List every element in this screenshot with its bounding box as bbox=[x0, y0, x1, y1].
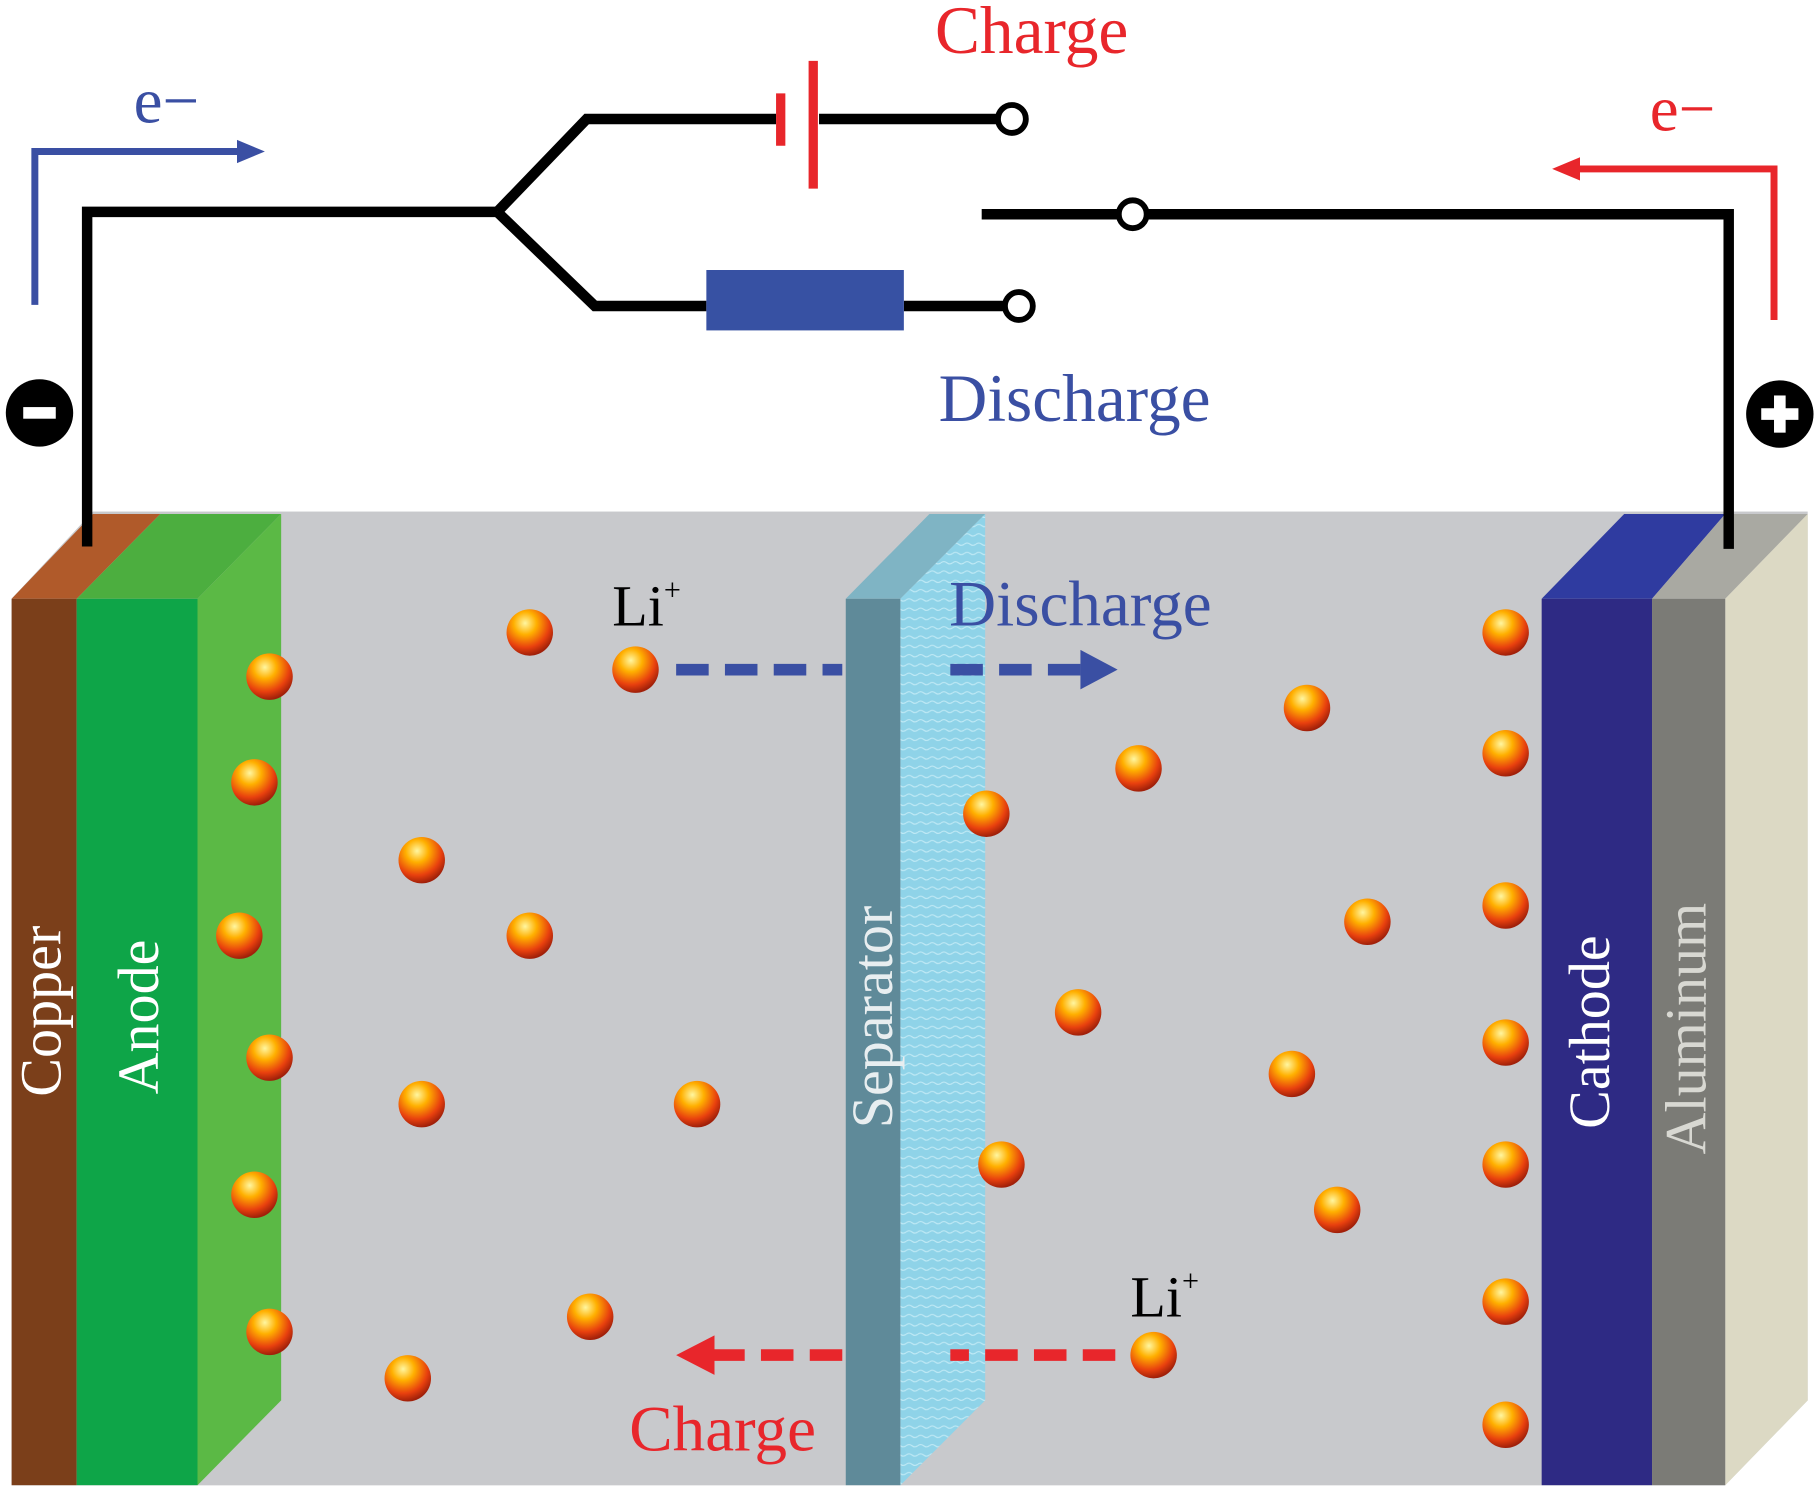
battery-cell bbox=[11, 511, 1808, 1486]
separator-label: Separator bbox=[840, 906, 905, 1129]
plus-circle-icon bbox=[1746, 380, 1814, 448]
aluminum-top bbox=[1652, 513, 1808, 599]
wire-cathode bbox=[1145, 209, 1734, 549]
lithium-ion-sphere bbox=[612, 646, 659, 693]
electron-flow-charge-arrow bbox=[1552, 157, 1778, 320]
wire-anode bbox=[81, 206, 498, 547]
lithium-ion-sphere bbox=[398, 836, 445, 884]
lithium-ion-sphere bbox=[1268, 1050, 1316, 1098]
switch-contacts bbox=[995, 102, 1150, 323]
lithium-ion-sphere bbox=[1482, 609, 1529, 656]
lithium-ion-sphere bbox=[1482, 882, 1529, 929]
lithium-ion-sphere bbox=[506, 609, 553, 656]
cathode-top bbox=[1541, 513, 1726, 599]
ion-charge-arrowhead bbox=[676, 1335, 715, 1375]
lithium-ion-sphere bbox=[1130, 1331, 1177, 1379]
aluminum-side bbox=[1725, 513, 1808, 1486]
lithium-ion-sphere bbox=[231, 1171, 278, 1218]
electron-right-label: e− bbox=[1650, 74, 1716, 146]
aluminum-layer bbox=[1652, 598, 1726, 1486]
separator-side bbox=[900, 513, 986, 1486]
charge-circuit-label: Charge bbox=[935, 0, 1128, 68]
wire-discharge-branch bbox=[493, 208, 707, 312]
lithium-ion-sphere bbox=[246, 1034, 293, 1081]
resistor-load bbox=[706, 270, 904, 331]
discharge-ion-label: Discharge bbox=[949, 569, 1212, 641]
lithium-ion-sphere bbox=[216, 912, 263, 959]
lithium-ion-sphere bbox=[1482, 1141, 1529, 1188]
lithium-ion-sphere bbox=[1054, 989, 1102, 1036]
aluminum-label: Aluminum bbox=[1653, 903, 1718, 1155]
cathode-label: Cathode bbox=[1557, 935, 1622, 1129]
lithium-ion-sphere bbox=[1313, 1186, 1361, 1234]
battery-symbol bbox=[776, 60, 818, 189]
lithium-ion-sphere bbox=[384, 1355, 432, 1402]
external-circuit bbox=[81, 113, 1734, 549]
lithium-ion-sphere bbox=[1482, 1019, 1529, 1066]
lithium-ion-sphere bbox=[398, 1080, 445, 1128]
separator-layer bbox=[845, 598, 901, 1486]
lithium-ion-sphere bbox=[963, 790, 1010, 837]
charge-ion-label: Charge bbox=[629, 1393, 816, 1465]
electron-left-label: e− bbox=[134, 65, 200, 137]
anode-layer bbox=[76, 598, 198, 1486]
anode-top bbox=[76, 513, 282, 599]
electron-flow-discharge-arrow bbox=[31, 139, 265, 305]
ion-discharge-arrowhead bbox=[1080, 649, 1118, 690]
lithium-ion-sphere bbox=[1482, 730, 1529, 777]
lithium-ion-sphere bbox=[246, 1308, 293, 1356]
lithium-ion-sphere bbox=[246, 653, 293, 700]
wire-charge-branch bbox=[493, 113, 777, 216]
lithium-ion-sphere bbox=[1482, 1278, 1529, 1325]
lithium-ion-sphere bbox=[1283, 684, 1331, 732]
li-ion-label-bottom: Li+ bbox=[1130, 1264, 1199, 1330]
lithium-ion-sphere bbox=[566, 1293, 614, 1340]
li-ion-label-top: Li+ bbox=[612, 573, 681, 639]
lithium-ion-sphere bbox=[1344, 898, 1391, 945]
minus-circle-icon bbox=[5, 379, 74, 447]
lithium-ions bbox=[216, 609, 1529, 1449]
separator-top bbox=[845, 513, 986, 599]
lithium-ion-sphere bbox=[231, 759, 278, 806]
copper-layer bbox=[11, 598, 77, 1486]
copper-label: Copper bbox=[8, 926, 73, 1097]
anode-side bbox=[197, 513, 282, 1486]
lithium-ion-sphere bbox=[506, 912, 553, 959]
discharge-circuit-label: Discharge bbox=[939, 361, 1211, 436]
lithium-ion-sphere bbox=[978, 1141, 1025, 1188]
lithium-ion-sphere bbox=[673, 1080, 721, 1128]
anode-label: Anode bbox=[106, 940, 171, 1095]
cathode-layer bbox=[1541, 598, 1653, 1486]
lithium-ion-sphere bbox=[1482, 1401, 1529, 1449]
copper-top bbox=[11, 513, 161, 599]
lithium-ion-sphere bbox=[1115, 745, 1162, 792]
